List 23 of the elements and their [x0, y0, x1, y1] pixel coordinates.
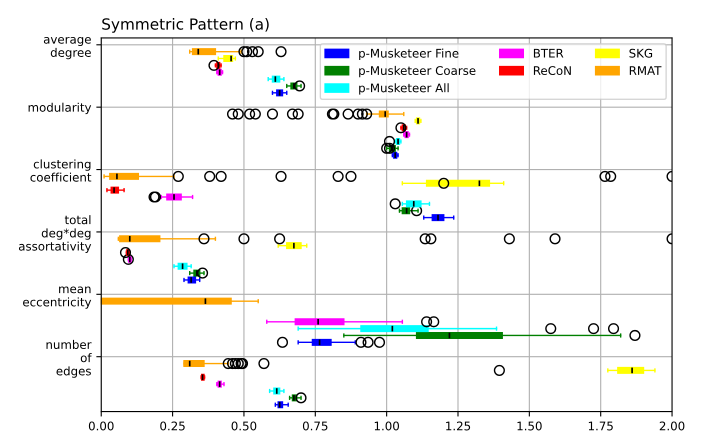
x-tick-label: 0.00	[88, 422, 114, 430]
legend-label: p-Musketeer Fine	[359, 48, 458, 60]
x-tick-label: 0.25	[160, 422, 185, 430]
x-tick-label: 2.00	[660, 422, 684, 430]
x-tick-label: 0.50	[232, 422, 256, 430]
y-tick-label: average degree	[44, 36, 91, 60]
x-tick-label: 1.25	[446, 422, 470, 430]
legend-label: RMAT	[630, 66, 662, 75]
legend-label: SKG	[629, 48, 652, 58]
y-tick-label: clustering coefficient	[30, 159, 92, 182]
chart-title: Symmetric Pattern (a)	[102, 18, 269, 33]
legend-label: BTER	[534, 48, 564, 58]
x-tick-label: 1.50	[518, 422, 542, 430]
x-tick-label: 1.75	[588, 422, 613, 430]
y-tick-label: total deg*deg assortativity	[18, 215, 92, 253]
legend-label: p-Musketeer Coarse	[359, 66, 476, 78]
y-tick-label: modularity	[28, 102, 92, 114]
y-tick-label: mean eccentricity	[23, 286, 92, 309]
y-tick-label: number of edges	[46, 340, 92, 378]
legend-label: ReCoN	[534, 66, 571, 76]
x-tick-label: 0.75	[302, 422, 328, 430]
x-tick-label: 1.00	[374, 422, 399, 430]
legend-label: p-Musketeer All	[359, 83, 449, 95]
